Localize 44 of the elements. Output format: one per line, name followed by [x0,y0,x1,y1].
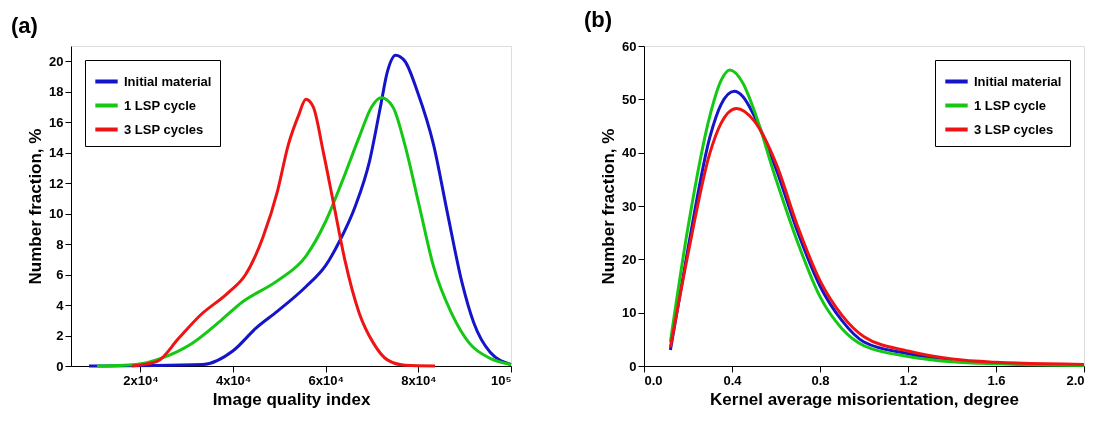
y-axis-title: Number fraction, % [26,128,46,285]
legend-label: 3 LSP cycles [124,121,204,137]
y-tick-label: 8 [56,236,64,252]
x-axis-title: Image quality index [212,389,371,409]
legend-label: 1 LSP cycle [974,97,1047,113]
y-tick-label: 40 [622,145,637,161]
y-axis-title: Number fraction, % [599,128,619,285]
y-tick-label: 4 [56,297,65,313]
y-tick-label: 2 [56,328,64,344]
legend-label: Initial material [974,73,1062,89]
x-tick-label: 2x10⁴ [123,372,159,388]
x-tick-label: 0.0 [644,372,663,388]
line-series [95,96,513,368]
y-tick-label: 18 [49,84,64,100]
chart-title: (b) [584,7,613,32]
x-tick-label: 2.0 [1066,372,1085,388]
y-tick-label: 60 [622,38,637,54]
y-tick-label: 0 [629,358,637,374]
y-tick-label: 10 [49,206,64,222]
x-tick-label: 1.6 [987,372,1006,388]
y-tick-label: 16 [49,114,64,130]
y-tick-label: 20 [49,53,64,69]
x-tick-label: 8x10⁴ [401,372,437,388]
legend-label: Initial material [124,73,212,89]
x-tick-label: 1.2 [899,372,918,388]
legend-label: 1 LSP cycle [124,97,197,113]
y-tick-label: 50 [622,91,637,107]
x-tick-label: 0.4 [723,372,743,388]
x-tick-label: 0.8 [811,372,830,388]
y-tick-label: 14 [49,145,65,161]
legend-label: 3 LSP cycles [974,121,1054,137]
x-axis-title: Kernel average misorientation, degree [710,389,1019,409]
y-tick-label: 20 [622,251,637,267]
y-tick-label: 30 [622,198,637,214]
y-tick-label: 6 [56,267,64,283]
y-tick-label: 0 [56,358,64,374]
line-series [87,53,513,368]
x-tick-label: 10⁵ [490,372,512,388]
y-tick-label: 10 [622,305,637,321]
x-tick-label: 4x10⁴ [215,372,252,388]
chart-title: (a) [11,13,38,38]
x-tick-label: 6x10⁴ [308,372,344,388]
line-series [130,97,437,368]
y-tick-label: 12 [49,175,64,191]
